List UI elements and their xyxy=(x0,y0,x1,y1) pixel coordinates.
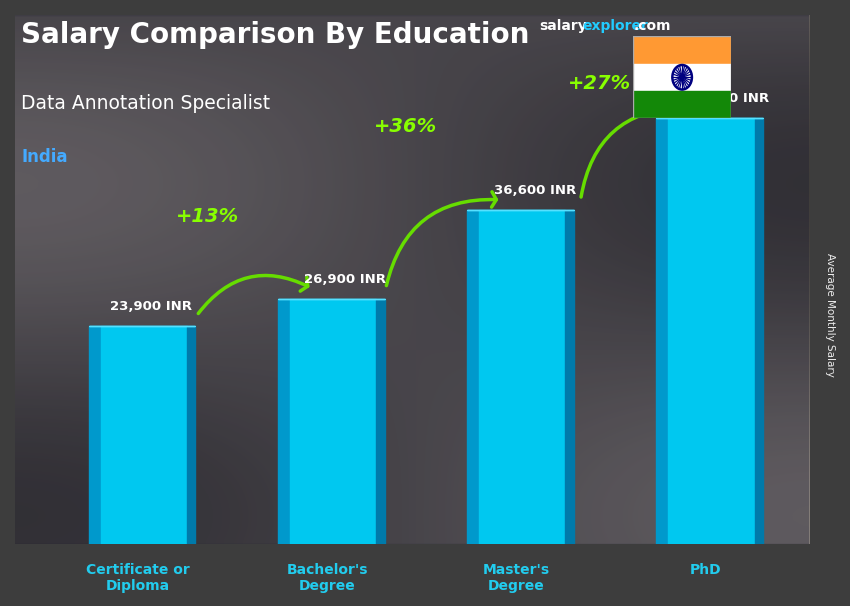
Text: 23,900 INR: 23,900 INR xyxy=(110,300,191,313)
Text: Average Monthly Salary: Average Monthly Salary xyxy=(824,253,835,377)
Polygon shape xyxy=(377,299,384,544)
Text: PhD: PhD xyxy=(689,563,722,577)
Bar xyxy=(633,91,731,118)
Polygon shape xyxy=(656,118,668,544)
Text: India: India xyxy=(21,148,68,167)
Bar xyxy=(668,118,755,544)
Bar xyxy=(290,299,377,544)
Text: Data Annotation Specialist: Data Annotation Specialist xyxy=(21,94,270,113)
Polygon shape xyxy=(565,210,574,544)
Bar xyxy=(633,36,731,64)
Text: +27%: +27% xyxy=(568,75,631,93)
Text: 36,600 INR: 36,600 INR xyxy=(494,184,575,197)
Bar xyxy=(633,64,731,91)
Bar xyxy=(479,210,565,544)
Polygon shape xyxy=(88,326,100,544)
Polygon shape xyxy=(278,299,290,544)
Text: Salary Comparison By Education: Salary Comparison By Education xyxy=(21,21,530,49)
Text: salary: salary xyxy=(540,19,587,33)
Text: .com: .com xyxy=(633,19,671,33)
Text: explorer: explorer xyxy=(582,19,648,33)
Text: Bachelor's
Degree: Bachelor's Degree xyxy=(286,563,368,593)
Text: 46,700 INR: 46,700 INR xyxy=(687,92,768,105)
Polygon shape xyxy=(755,118,763,544)
Circle shape xyxy=(681,75,683,79)
Polygon shape xyxy=(468,210,479,544)
Bar xyxy=(100,326,187,544)
Text: Master's
Degree: Master's Degree xyxy=(483,563,550,593)
Text: +13%: +13% xyxy=(175,207,239,225)
Polygon shape xyxy=(187,326,196,544)
Text: 26,900 INR: 26,900 INR xyxy=(304,273,387,285)
Text: +36%: +36% xyxy=(374,117,437,136)
Text: Certificate or
Diploma: Certificate or Diploma xyxy=(86,563,190,593)
